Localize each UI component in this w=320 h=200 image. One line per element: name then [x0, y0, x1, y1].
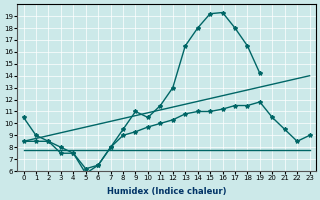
X-axis label: Humidex (Indice chaleur): Humidex (Indice chaleur): [107, 187, 226, 196]
